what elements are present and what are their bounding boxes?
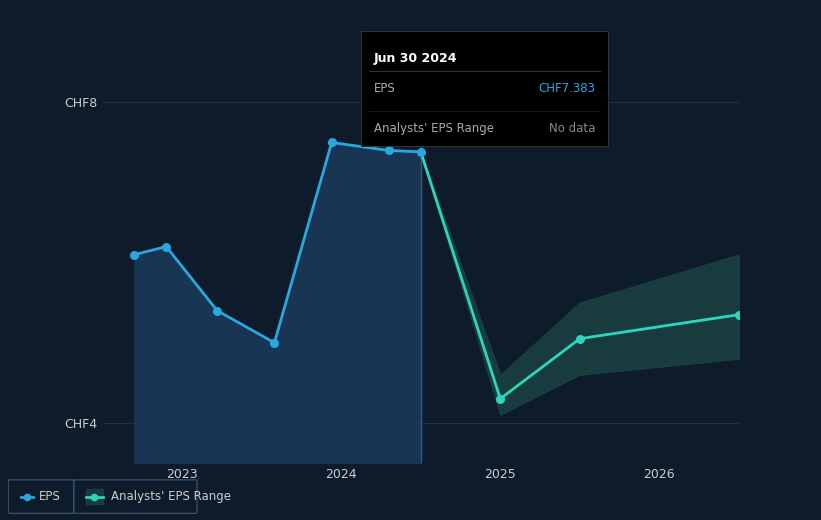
Point xyxy=(732,310,745,319)
Text: No data: No data xyxy=(549,122,595,135)
Point xyxy=(573,334,586,343)
Point xyxy=(268,339,281,347)
Point xyxy=(88,492,101,501)
Point xyxy=(493,395,507,403)
Point xyxy=(415,148,428,156)
Text: EPS: EPS xyxy=(374,82,395,95)
Text: Jun 30 2024: Jun 30 2024 xyxy=(374,52,457,65)
Point xyxy=(128,251,141,259)
Text: Analysts Forecasts: Analysts Forecasts xyxy=(427,69,544,82)
Point xyxy=(210,306,223,315)
Point xyxy=(159,242,173,251)
FancyBboxPatch shape xyxy=(8,480,74,513)
Text: Analysts' EPS Range: Analysts' EPS Range xyxy=(374,122,493,135)
Point xyxy=(20,492,33,501)
Text: Analysts' EPS Range: Analysts' EPS Range xyxy=(111,490,231,503)
Text: Actual: Actual xyxy=(375,69,415,82)
Point xyxy=(383,146,396,154)
FancyBboxPatch shape xyxy=(74,480,197,513)
Text: CHF7.383: CHF7.383 xyxy=(539,82,595,95)
Text: EPS: EPS xyxy=(39,490,61,503)
Point xyxy=(325,138,338,147)
